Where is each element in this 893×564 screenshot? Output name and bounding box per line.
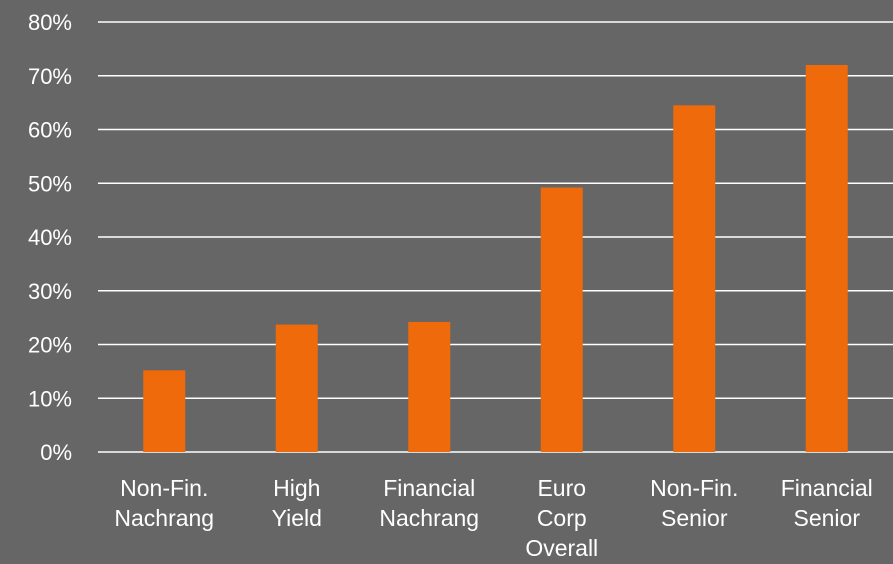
- x-category-label-line: Non-Fin.: [120, 475, 208, 501]
- y-tick-label: 30%: [28, 279, 72, 304]
- y-tick-label: 40%: [28, 225, 72, 250]
- x-category-label-line: Yield: [272, 505, 322, 531]
- bar: [275, 324, 318, 452]
- x-category-label: Financial Nachrang: [379, 475, 479, 531]
- x-category-label: Euro Corp Overall: [525, 475, 598, 561]
- bar: [408, 321, 451, 452]
- y-tick-label: 60%: [28, 118, 72, 143]
- x-category-label: High Yield: [272, 475, 322, 531]
- bar: [805, 65, 848, 452]
- y-tick-label: 80%: [28, 10, 72, 35]
- y-tick-label: 10%: [28, 386, 72, 411]
- x-category-label-line: High: [273, 475, 320, 501]
- y-tick-label: 50%: [28, 171, 72, 196]
- x-category-label-line: Financial: [383, 475, 475, 501]
- x-category-label-line: Corp: [537, 505, 587, 531]
- bars: [143, 65, 848, 453]
- bar: [540, 187, 583, 453]
- y-tick-label: 0%: [40, 440, 72, 465]
- x-category-label: Non-Fin. Senior: [650, 475, 738, 531]
- y-tick-label: 20%: [28, 333, 72, 358]
- x-category-label-line: Senior: [794, 505, 861, 531]
- x-category-label-line: Senior: [661, 505, 728, 531]
- x-category-label-line: Nachrang: [114, 505, 214, 531]
- bar: [673, 105, 716, 452]
- y-axis-ticks: 0% 10% 20% 30% 40% 50% 60% 70% 80%: [28, 10, 72, 465]
- gridlines: [98, 21, 893, 453]
- x-category-label-line: Financial: [781, 475, 873, 501]
- x-category-label-line: Overall: [525, 535, 598, 561]
- x-axis-labels: Non-Fin. Nachrang High Yield Financial Nachra…: [114, 475, 872, 561]
- bar: [143, 370, 186, 452]
- x-category-label: Financial Senior: [781, 475, 873, 531]
- x-category-label-line: Euro: [537, 475, 586, 501]
- x-category-label-line: Nachrang: [379, 505, 479, 531]
- x-category-label: Non-Fin. Nachrang: [114, 475, 214, 531]
- x-category-label-line: Non-Fin.: [650, 475, 738, 501]
- y-tick-label: 70%: [28, 64, 72, 89]
